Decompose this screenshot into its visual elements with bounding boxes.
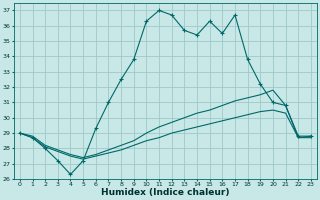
X-axis label: Humidex (Indice chaleur): Humidex (Indice chaleur) (101, 188, 230, 197)
